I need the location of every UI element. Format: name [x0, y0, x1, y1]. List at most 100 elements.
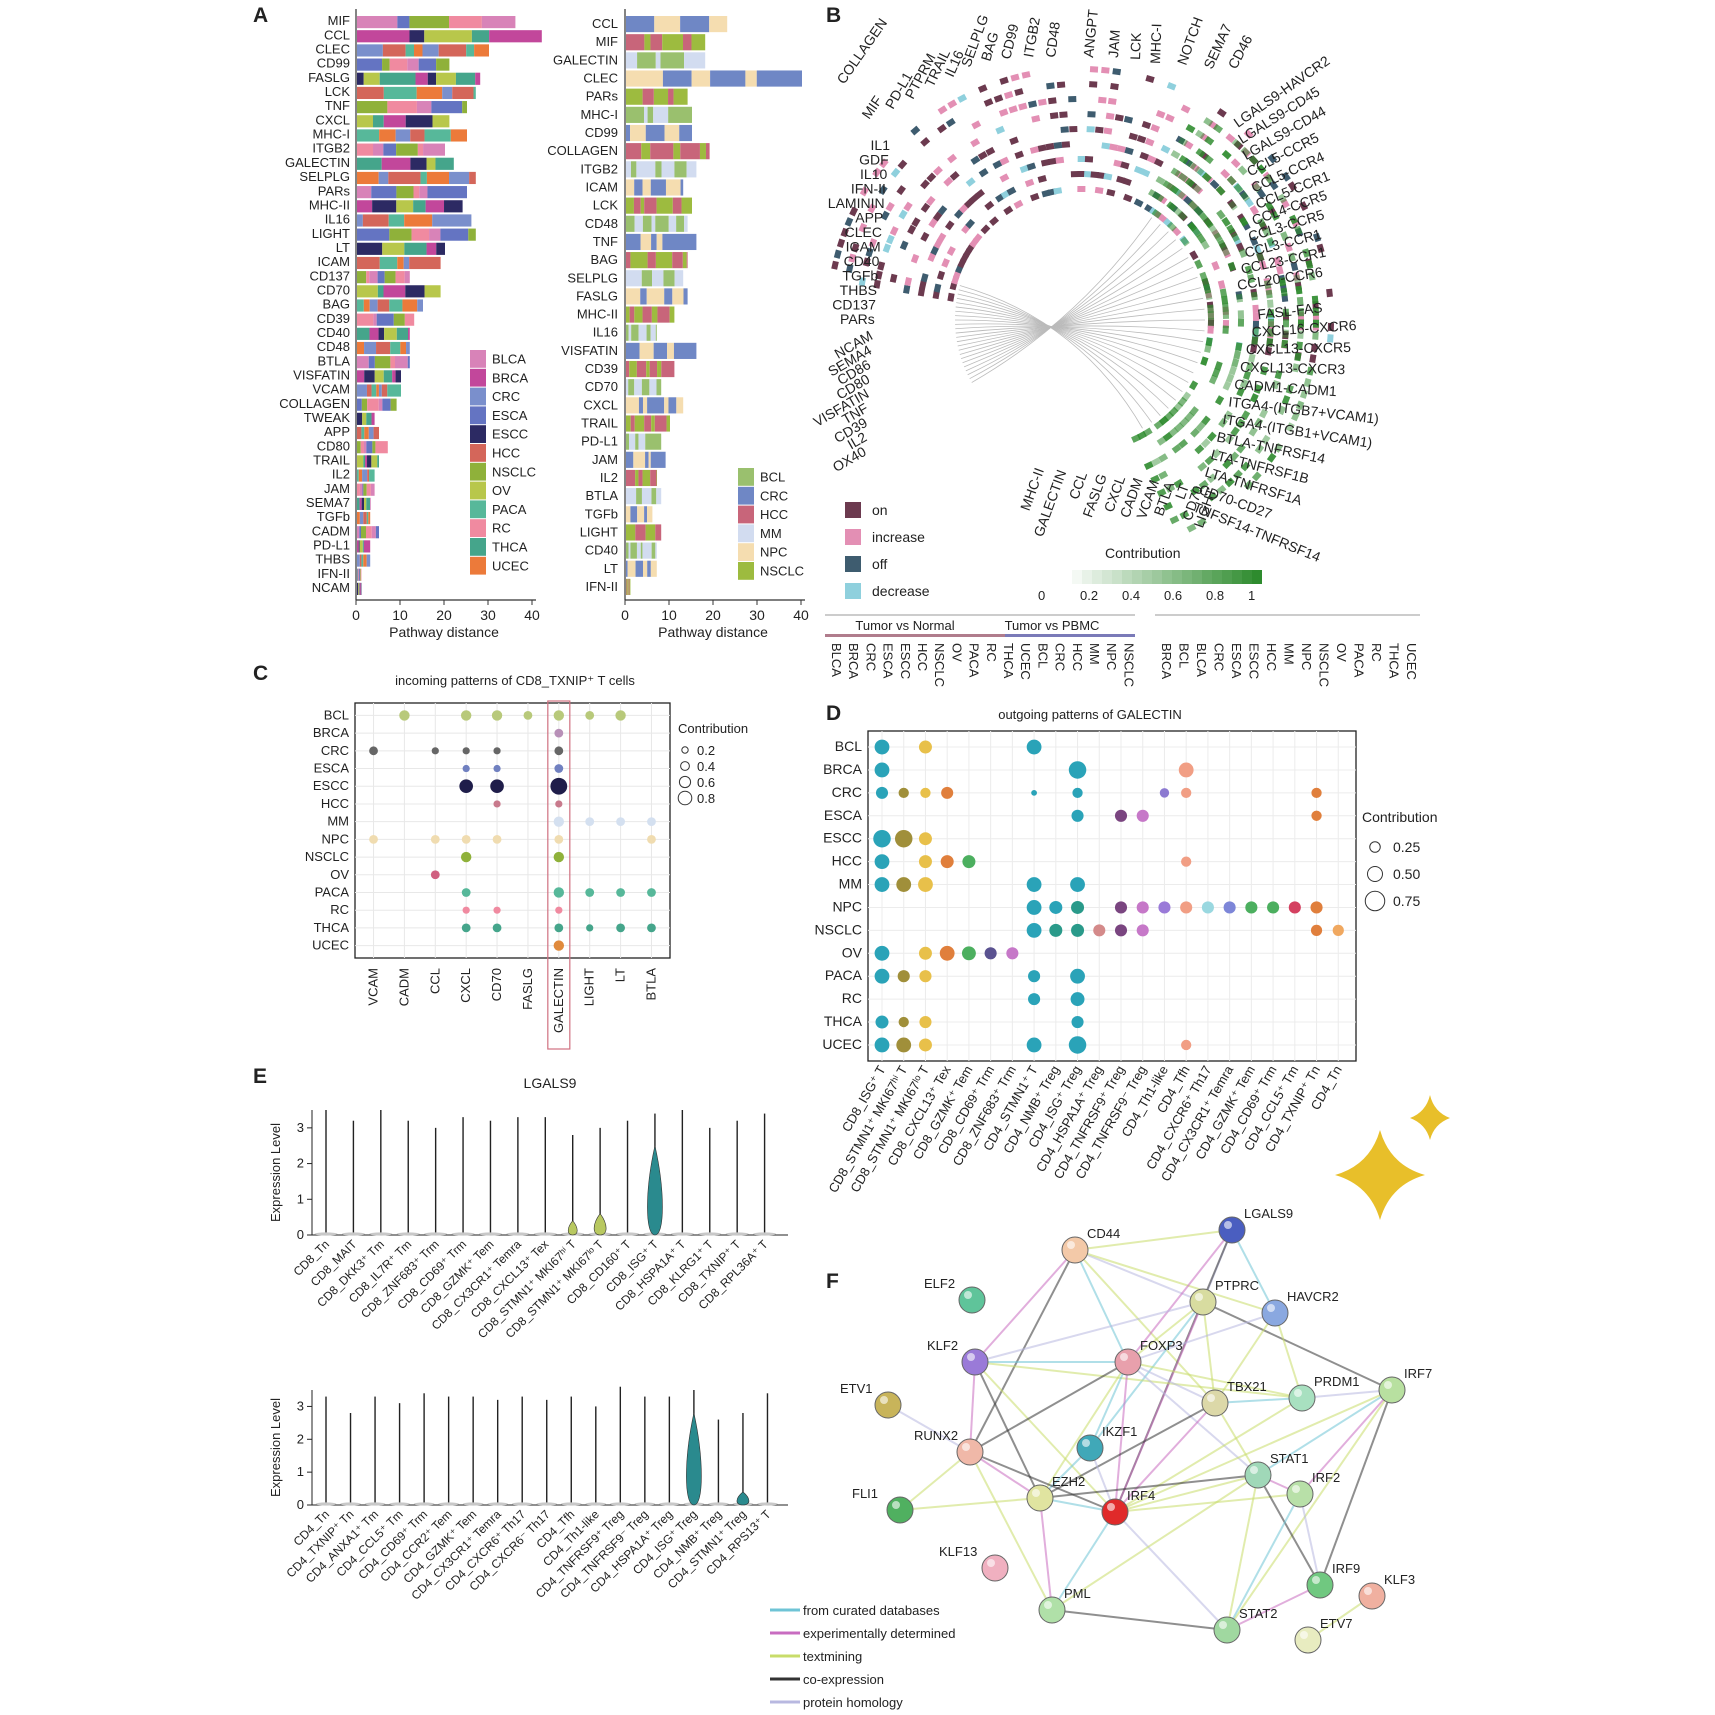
contribution-cell — [1170, 167, 1181, 177]
bar-segment — [368, 511, 371, 525]
violin-base — [616, 1232, 640, 1236]
category-label: TWEAK — [304, 410, 351, 425]
bar-segment — [360, 568, 362, 581]
contribution-cell — [1194, 259, 1203, 270]
bar-segment — [357, 299, 364, 312]
network-edge — [887, 1404, 971, 1453]
category-label: CD99 — [585, 125, 618, 140]
bar-segment — [676, 397, 684, 414]
heat-cell — [897, 159, 908, 170]
bar-segment — [626, 506, 631, 523]
dot-mark — [962, 855, 976, 869]
dot-mark — [918, 946, 932, 960]
bar-segment — [405, 115, 433, 128]
category-label: PARs — [586, 89, 619, 104]
decorative-star — [1410, 1095, 1450, 1140]
category-label: NCAM — [312, 580, 350, 595]
contribution-cell — [1282, 329, 1289, 338]
bar-segment — [427, 186, 467, 199]
contribution-cell — [1294, 225, 1303, 236]
network-edge — [1039, 1402, 1216, 1499]
heat-cell — [865, 247, 874, 258]
contribution-cell — [1163, 501, 1173, 511]
bar-segment — [657, 306, 670, 323]
row-label: NPC — [322, 831, 349, 846]
bar-segment — [440, 228, 469, 241]
legend-label: UCEC — [492, 558, 529, 573]
heat-cell — [1284, 242, 1293, 253]
heat-cell — [1166, 82, 1177, 91]
heat-cell — [1077, 185, 1086, 193]
bar-segment — [417, 143, 424, 156]
bar-segment — [390, 341, 401, 355]
contribution-cell — [1236, 443, 1246, 454]
row-label: BCL — [835, 738, 862, 754]
legend-label: on — [872, 502, 888, 518]
heat-cell — [1090, 171, 1100, 179]
violin-body — [593, 1213, 607, 1236]
bar-segment — [366, 554, 371, 567]
bar-segment — [357, 186, 372, 199]
bar-segment — [360, 582, 362, 595]
category-label: TGFb — [317, 509, 350, 524]
heat-cell — [927, 252, 937, 262]
contribution-cell — [1195, 148, 1206, 158]
bar-segment — [636, 542, 641, 559]
link-curve — [955, 325, 1205, 334]
bar-segment — [381, 384, 388, 397]
contribution-cell — [1240, 191, 1250, 202]
bar-segment — [626, 451, 634, 468]
bar-segment — [407, 58, 419, 71]
contribution-cell — [1165, 483, 1176, 493]
dot-mark — [459, 779, 473, 794]
bar-segment — [642, 469, 651, 487]
heat-cell — [1326, 288, 1333, 298]
dot-mark — [616, 923, 625, 933]
bar-segment — [672, 288, 684, 305]
contribution-cell — [1187, 200, 1198, 211]
legend-circle — [681, 746, 689, 754]
heat-cell — [1048, 157, 1058, 165]
contribution-cell — [1199, 212, 1209, 223]
bar-segment — [629, 578, 630, 595]
heat-cell — [1309, 354, 1317, 363]
heat-cell — [1217, 280, 1226, 290]
bar-segment — [366, 412, 372, 425]
legend-label: BCL — [760, 470, 785, 485]
legend-swatch — [470, 368, 486, 387]
legend-label: increase — [872, 529, 925, 545]
bar-segment — [364, 370, 375, 383]
heat-cell — [858, 222, 868, 233]
violin-base — [451, 1232, 475, 1236]
node-highlight — [1312, 1576, 1320, 1584]
bar-segment — [366, 441, 373, 454]
bar-segment — [357, 341, 365, 355]
bar-segment — [359, 582, 361, 595]
heat-cell — [1249, 205, 1259, 216]
category-label: FASLG — [576, 288, 618, 303]
contribution-cell — [1238, 248, 1248, 259]
violin-base — [340, 1502, 361, 1506]
dot-mark — [1180, 901, 1193, 914]
bar-segment — [416, 101, 432, 114]
dot-mark — [492, 834, 502, 844]
contribution-cell — [1156, 436, 1167, 446]
left-label: GDF — [859, 152, 889, 168]
node-highlight — [1044, 1601, 1052, 1609]
heat-cell — [1089, 66, 1099, 73]
network-edge — [1114, 1511, 1228, 1631]
bottom-item: BLCA — [1194, 643, 1209, 677]
bar-segment — [394, 356, 408, 369]
bar-segment — [396, 143, 418, 156]
legend-swatch — [470, 444, 486, 462]
y-tick-label: 0 — [297, 1497, 304, 1512]
bar-segment — [357, 214, 363, 227]
legend-label: off — [872, 556, 887, 572]
heat-cell — [878, 185, 888, 196]
contribution-gradient — [1072, 570, 1082, 584]
category-label: CXCL — [583, 397, 618, 412]
node-highlight — [1384, 1381, 1392, 1389]
bar-segment — [662, 233, 697, 251]
heat-cell — [1123, 115, 1134, 124]
node-label: TBX21 — [1227, 1379, 1267, 1394]
